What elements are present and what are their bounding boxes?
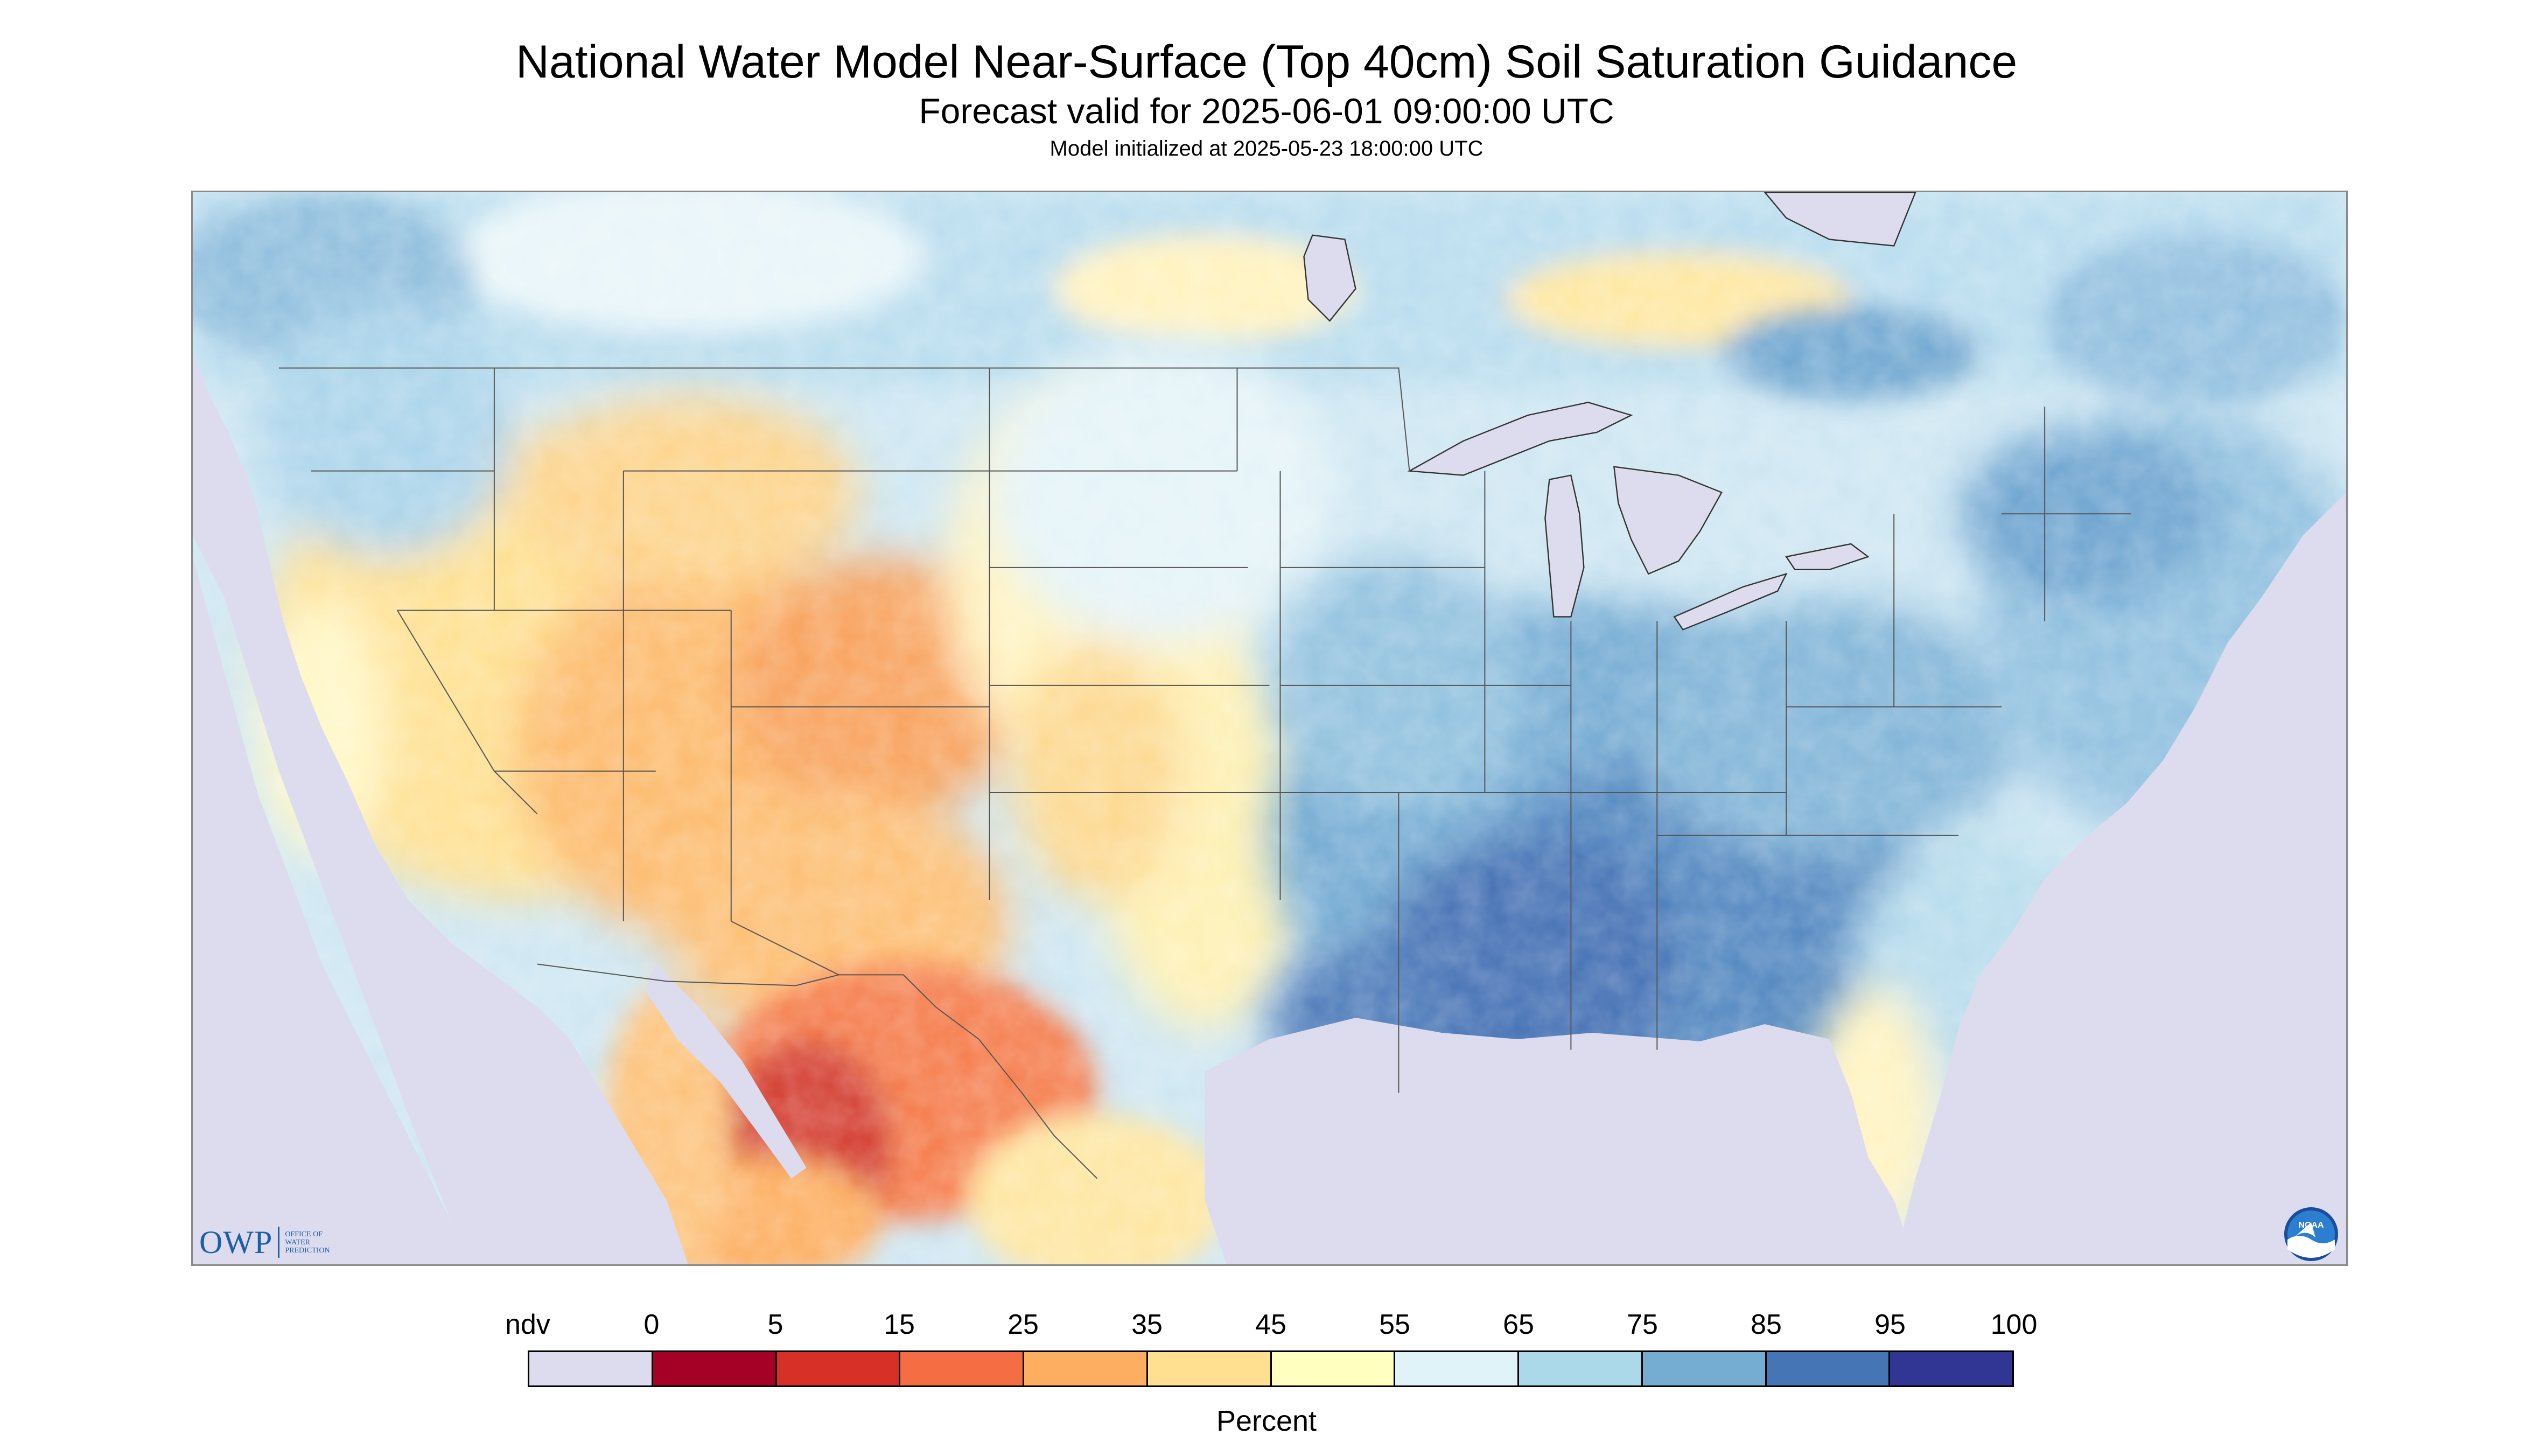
legend-tick-label: 45 (1255, 1309, 1286, 1340)
legend-colorbar (528, 1350, 2014, 1387)
legend-swatch (1024, 1352, 1148, 1385)
noaa-logo-text: NOAA (2298, 1221, 2324, 1230)
legend-unit-label: Percent (1216, 1405, 1317, 1437)
owp-sub-line: WATER (285, 1238, 311, 1247)
gulf-of-mexico (1205, 1018, 1916, 1264)
legend-swatch (776, 1352, 901, 1385)
pacific-ocean (193, 353, 688, 1264)
political-borders (278, 367, 2131, 1179)
legend-swatch (1642, 1352, 1767, 1385)
forecast-valid-subtitle: Forecast valid for 2025-06-01 09:00:00 U… (919, 91, 1614, 131)
lake-ontario (1785, 543, 1870, 571)
legend-swatch (1519, 1352, 1643, 1385)
legend-swatch (529, 1352, 653, 1385)
gulf-of-california (645, 964, 807, 1179)
state-lines-east (1280, 407, 2131, 1093)
map-canvas (193, 192, 2346, 1264)
legend-tick-label: 85 (1751, 1309, 1782, 1340)
legend-tick-label: 15 (884, 1309, 915, 1340)
legend-tick-label: 65 (1503, 1309, 1534, 1340)
legend-tick-label: 100 (1990, 1309, 2038, 1340)
pacific-projection-edge (193, 556, 473, 1264)
owp-logo-subtext: OFFICE OF WATER PREDICTION (285, 1230, 330, 1255)
lake-michigan (1544, 474, 1585, 618)
owp-logo-text: OWP (199, 1224, 273, 1260)
lake-erie (1673, 572, 1788, 631)
outer-projection-edge (2002, 514, 2346, 1264)
state-lines-plains (989, 368, 1281, 900)
lake-huron (1613, 466, 1723, 575)
lake-superior (1407, 402, 1633, 476)
lake-winnipeg (1303, 234, 1356, 322)
great-lakes (1303, 192, 1916, 631)
legend-tick-label: 95 (1874, 1309, 1906, 1340)
owp-sub-line: PREDICTION (285, 1246, 330, 1255)
soil-saturation-map[interactable] (191, 191, 2348, 1266)
legend-swatch (1766, 1352, 1891, 1385)
legend-tick-label: 55 (1379, 1309, 1410, 1340)
us-canada-border (278, 367, 1410, 471)
legend-swatch (900, 1352, 1024, 1385)
noaa-logo-icon: NOAA (2283, 1206, 2339, 1262)
owp-sub-line: OFFICE OF (285, 1230, 323, 1238)
owp-logo: OWP OFFICE OF WATER PREDICTION (199, 1223, 330, 1261)
model-init-text: Model initialized at 2025-05-23 18:00:00… (1049, 137, 1484, 160)
legend-tick-label: 25 (1007, 1309, 1039, 1340)
map-title: National Water Model Near-Surface (Top 4… (515, 36, 2018, 88)
legend-swatch (1271, 1352, 1396, 1385)
color-legend: ndv 0 5 15 25 35 45 55 65 75 85 95 100 (505, 1308, 2037, 1395)
legend-swatch (1890, 1352, 2012, 1385)
legend-tick-label: ndv (505, 1309, 550, 1340)
legend-tick-label: 0 (643, 1309, 660, 1340)
legend-swatch (1395, 1352, 1519, 1385)
hudson-bay-edge (1764, 192, 1916, 247)
legend-tick-label: 75 (1627, 1309, 1658, 1340)
legend-tick-label: 35 (1131, 1309, 1163, 1340)
legend-swatch (1147, 1352, 1272, 1385)
legend-tick-label: 5 (767, 1309, 783, 1340)
legend-swatch (653, 1352, 777, 1385)
owp-logo-divider (278, 1227, 280, 1258)
us-mexico-border (537, 963, 1098, 1179)
